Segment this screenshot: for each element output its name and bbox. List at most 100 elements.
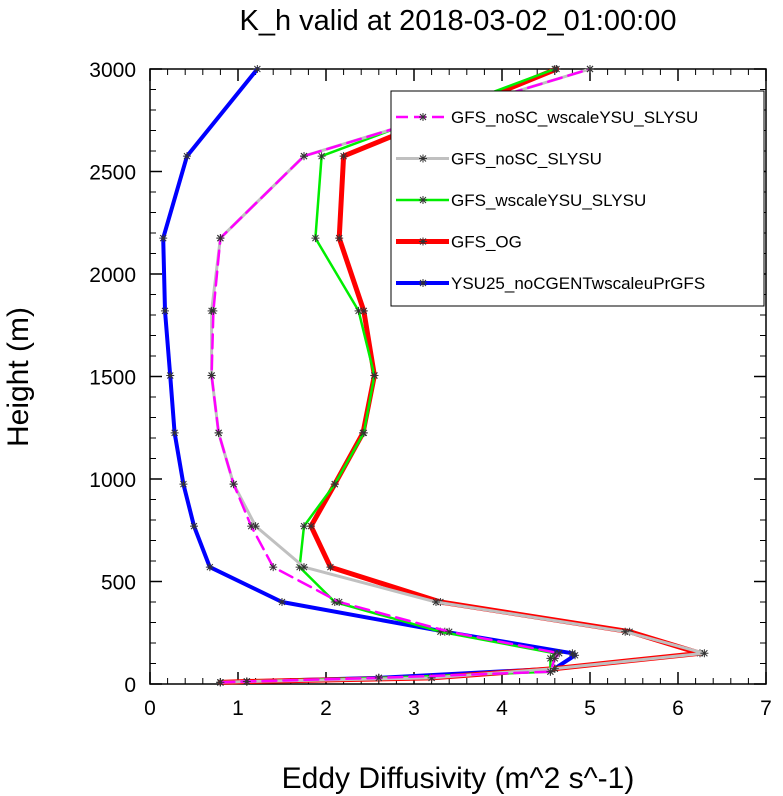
legend-label: GFS_noSC_SLYSU [451,150,602,169]
marker-stroke [247,522,255,530]
data-point-marker [207,371,216,380]
data-point-marker [700,649,709,658]
y-tick-label: 1500 [89,367,136,390]
marker-stroke [217,234,224,242]
marker-stroke [215,429,222,437]
legend-item: GFS_wscaleYSU_SLYSU [396,191,646,210]
data-point-marker [159,234,168,243]
marker-stroke [300,152,308,160]
legend-item: YSU25_noCGENTwscaleuPrGFS [396,274,705,293]
legend-label: YSU25_noCGENTwscaleuPrGFS [451,274,705,293]
x-tick-label: 5 [584,697,596,720]
marker-stroke [621,628,629,636]
marker-stroke [419,279,427,287]
x-tick-label: 2 [320,697,332,720]
legend-item: GFS_noSC_SLYSU [396,150,602,169]
marker-stroke [331,480,339,488]
marker-stroke [312,234,319,242]
data-point-marker [214,428,223,437]
data-point-marker [335,598,344,606]
data-point-marker [311,234,320,243]
data-point-marker [190,522,198,531]
marker-stroke [206,563,214,571]
data-point-marker [419,279,427,287]
data-point-marker [555,649,564,658]
x-tick-label: 3 [408,697,420,720]
marker-stroke [360,429,368,437]
y-tick-label: 500 [101,572,136,595]
legend-item: GFS_noSC_wscaleYSU_SLYSU [396,108,698,127]
data-point-marker [621,627,630,636]
marker-stroke [551,65,559,73]
marker-stroke [551,655,559,662]
legend-label: GFS_OG [451,233,522,252]
data-point-marker [419,196,427,204]
marker-stroke [335,598,343,606]
x-tick-label: 6 [672,697,684,720]
marker-stroke [569,649,576,657]
data-point-marker [242,677,251,686]
data-point-marker [445,627,454,636]
data-point-marker [317,152,326,161]
data-point-marker [216,234,225,243]
y-tick-label: 3000 [89,59,136,82]
marker-stroke [307,522,315,530]
marker-stroke [555,649,563,657]
marker-stroke [701,649,708,657]
data-point-marker [170,428,179,437]
legend-label: GFS_noSC_wscaleYSU_SLYSU [451,108,698,127]
marker-stroke [445,628,453,636]
data-point-marker [354,306,363,315]
plot-series [159,65,709,687]
data-point-marker [374,673,383,682]
y-tick-label: 2000 [89,264,136,287]
marker-stroke [419,196,427,204]
data-point-marker [300,522,308,531]
data-point-marker [419,154,427,163]
marker-stroke [300,522,308,530]
x-axis-title: Eddy Diffusivity (m^2 s^-1) [282,762,635,795]
data-point-marker [216,678,225,687]
marker-stroke [159,234,167,242]
marker-stroke [161,307,169,315]
x-tick-label: 0 [144,697,156,720]
data-point-marker [300,563,308,572]
data-point-marker [269,563,278,572]
marker-stroke [208,372,215,379]
y-axis-title: Height (m) [2,307,35,447]
data-point-marker [546,667,555,676]
marker-stroke [190,522,198,530]
data-point-marker [166,371,175,380]
x-tick-label: 4 [496,697,508,720]
marker-stroke [278,598,286,606]
data-point-marker [370,371,379,380]
marker-stroke [183,152,191,160]
data-point-marker [160,306,169,315]
data-point-marker [419,113,427,121]
data-point-marker [330,480,339,489]
marker-stroke [360,307,368,315]
marker-stroke [547,668,554,676]
y-tick-label: 1000 [89,469,136,492]
data-point-marker [335,234,344,243]
marker-stroke [210,307,217,315]
data-point-marker [359,306,368,315]
data-point-marker [205,563,214,572]
marker-stroke [269,563,277,571]
data-point-marker [253,65,262,73]
data-point-marker [247,522,256,531]
marker-stroke [586,65,594,73]
data-point-marker [278,598,286,606]
data-point-marker [300,152,308,161]
x-tick-label: 7 [760,697,772,720]
data-point-marker [339,152,348,161]
legend-label: GFS_wscaleYSU_SLYSU [451,191,646,210]
marker-stroke [230,480,237,488]
marker-stroke [551,665,559,672]
marker-stroke [254,65,261,73]
x-tick-label: 1 [232,697,244,720]
marker-stroke [300,563,308,571]
marker-stroke [375,674,383,682]
data-point-marker [182,152,191,161]
